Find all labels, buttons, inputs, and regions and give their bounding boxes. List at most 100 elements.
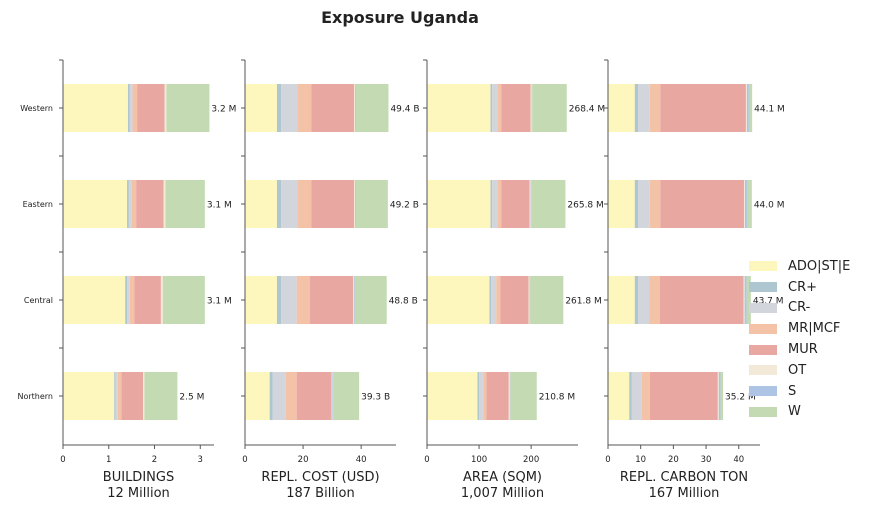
bar-segment xyxy=(649,276,660,324)
category-label: Northern xyxy=(17,392,53,401)
bar-segment xyxy=(245,84,277,132)
bar-segment xyxy=(310,276,354,324)
legend-swatch xyxy=(749,302,777,313)
data-label: 44.0 M xyxy=(754,201,785,211)
bar-segment xyxy=(531,84,533,132)
bar-segment xyxy=(490,84,493,132)
x-tick-label: 100 xyxy=(471,455,487,465)
data-label: 3.1 M xyxy=(207,297,232,307)
bar-segment xyxy=(497,84,502,132)
bar-segment xyxy=(63,276,126,324)
legend: ADO|ST|E CR+ CR- MR|MCF MUR OT S W xyxy=(749,256,850,422)
bar-segment xyxy=(311,84,355,132)
bar-segment xyxy=(427,84,491,132)
bar-segment xyxy=(509,372,511,420)
bar-segment xyxy=(479,372,484,420)
bar-segment xyxy=(281,276,297,324)
legend-item: CR- xyxy=(749,298,850,319)
data-label: 3.1 M xyxy=(207,201,232,211)
bar-segment xyxy=(355,180,356,228)
x-tick-label: 10 xyxy=(635,455,646,465)
legend-item: CR+ xyxy=(749,277,850,298)
bar-segment xyxy=(355,84,389,132)
bar-segment xyxy=(489,276,492,324)
bar-segment xyxy=(245,180,277,228)
bar-segment xyxy=(162,276,205,324)
bar-segment xyxy=(528,276,530,324)
bar-segment xyxy=(281,180,298,228)
data-label: 265.8 M xyxy=(567,201,603,211)
x-axis-sublabel: 187 Billion xyxy=(286,486,355,501)
bar-segment xyxy=(638,276,650,324)
bar-segment xyxy=(272,372,286,420)
bar-segment xyxy=(166,84,210,132)
legend-item: ADO|ST|E xyxy=(749,256,850,277)
bar-segment xyxy=(63,180,128,228)
bar-segment xyxy=(143,372,145,420)
bar-segment xyxy=(510,372,537,420)
bar-segment xyxy=(134,276,161,324)
bar-segment xyxy=(748,84,753,132)
x-axis-sublabel: 167 Million xyxy=(649,486,720,501)
category-label: Western xyxy=(20,104,53,113)
bar-segment xyxy=(353,276,355,324)
x-tick-label: 20 xyxy=(668,455,679,465)
x-axis-label: AREA (SQM) xyxy=(463,470,542,485)
bar-segment xyxy=(490,180,493,228)
bar-segment xyxy=(744,180,747,228)
bar-segment xyxy=(63,84,128,132)
bar-segment xyxy=(649,180,661,228)
bar-segment xyxy=(144,372,178,420)
x-tick-label: 200 xyxy=(523,455,539,465)
bar-segment xyxy=(136,180,164,228)
legend-label: CR- xyxy=(788,300,811,316)
bar-segment xyxy=(718,372,721,420)
bar-segment xyxy=(297,180,312,228)
x-tick-label: 30 xyxy=(701,455,712,465)
bar-segment xyxy=(608,180,635,228)
bar-segment xyxy=(132,84,138,132)
bar-segment xyxy=(717,372,719,420)
x-tick-label: 0 xyxy=(60,455,65,465)
data-label: 44.1 M xyxy=(754,105,785,115)
legend-swatch xyxy=(749,365,777,376)
legend-swatch xyxy=(749,282,777,293)
bar-segment xyxy=(269,372,273,420)
x-tick-label: 0 xyxy=(605,455,610,465)
x-tick-label: 40 xyxy=(733,455,744,465)
data-label: 2.5 M xyxy=(179,393,204,403)
bar-segment xyxy=(427,372,478,420)
bar-segment xyxy=(634,84,639,132)
bar-segment xyxy=(128,180,132,228)
x-tick-label: 20 xyxy=(298,455,309,465)
bar-segment xyxy=(285,372,297,420)
bar-segment xyxy=(355,84,356,132)
bar-segment xyxy=(720,372,724,420)
legend-label: MUR xyxy=(788,342,818,358)
bar-segment xyxy=(529,180,531,228)
x-tick-label: 40 xyxy=(356,455,367,465)
bar-segment xyxy=(629,372,632,420)
bar-segment xyxy=(276,180,282,228)
bar-segment xyxy=(117,372,122,420)
legend-swatch xyxy=(749,406,777,417)
bar-segment xyxy=(631,372,642,420)
bar-segment xyxy=(354,180,356,228)
x-tick-label: 0 xyxy=(424,455,429,465)
x-tick-label: 3 xyxy=(198,455,203,465)
bar-segment xyxy=(608,372,630,420)
bar-segment xyxy=(486,372,509,420)
bar-segment xyxy=(115,372,118,420)
bar-segment xyxy=(353,276,354,324)
bar-segment xyxy=(608,84,635,132)
data-label: 268.4 M xyxy=(569,105,605,115)
bar-segment xyxy=(483,372,487,420)
legend-item: S xyxy=(749,381,850,402)
bar-segment xyxy=(496,276,501,324)
bar-segment xyxy=(660,84,746,132)
bar-segment xyxy=(638,180,650,228)
legend-label: CR+ xyxy=(788,279,818,295)
x-axis-label: REPL. COST (USD) xyxy=(261,470,379,485)
